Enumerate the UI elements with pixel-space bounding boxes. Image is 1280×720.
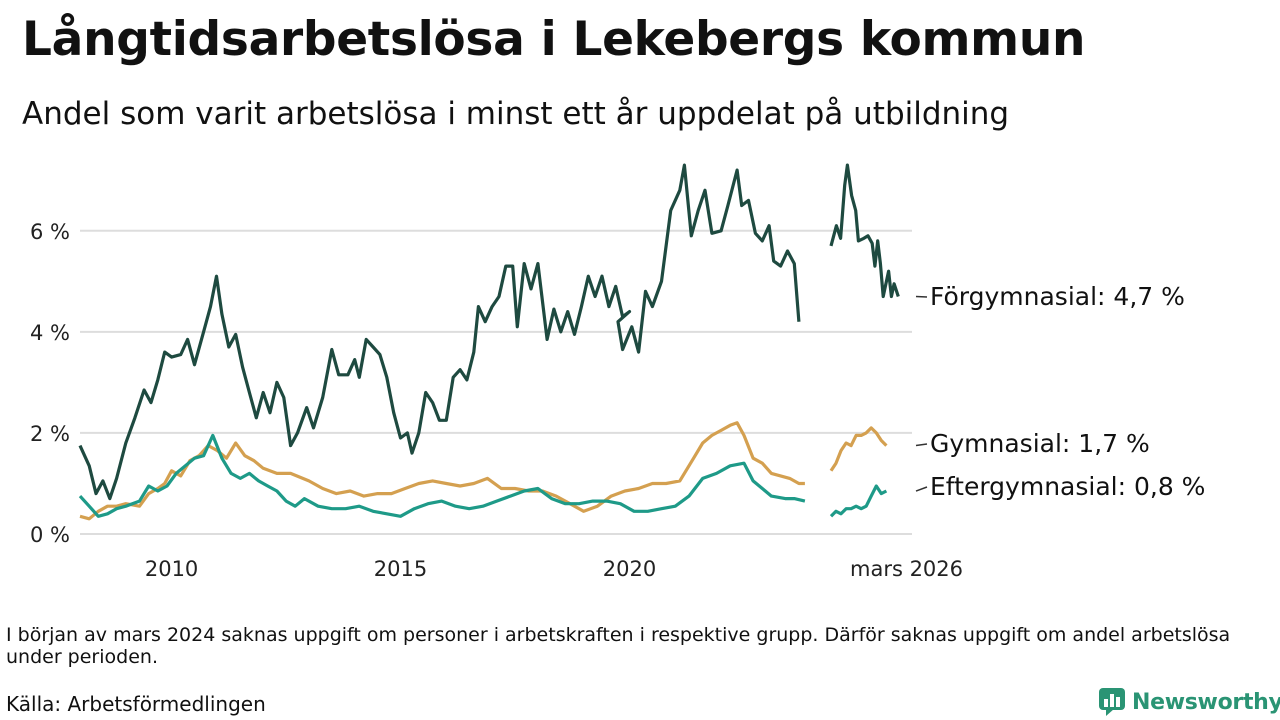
- source-text: Källa: Arbetsförmedlingen: [6, 692, 266, 716]
- bar-chart-icon: [1099, 688, 1125, 716]
- x-tick-label: 2015: [374, 557, 427, 581]
- x-tick-label: mars 2026: [850, 557, 963, 581]
- chart-subtitle: Andel som varit arbetslösa i minst ett å…: [22, 96, 1010, 132]
- series-lines: [78, 163, 900, 521]
- series-line-eftergymnasial-0: [78, 433, 806, 518]
- series-line-eftergymnasial-1: [829, 484, 888, 518]
- label-connector: [915, 443, 928, 447]
- y-tick-label: 0 %: [30, 523, 70, 547]
- line-chart: 0 % 2 % 4 % 6 % 2010 2015 2020 mars 2026 Förgy…: [30, 163, 1205, 581]
- series-line-förgymnasial-1: [829, 163, 900, 299]
- series-line-gymnasial-1: [829, 426, 888, 472]
- label-connector: [915, 295, 928, 298]
- series-line-förgymnasial-0: [78, 163, 801, 501]
- x-tick-label: 2020: [603, 557, 656, 581]
- series-end-label: Gymnasial: 1,7 %: [930, 429, 1150, 458]
- label-connector: [915, 486, 928, 492]
- y-tick-label: 2 %: [30, 422, 70, 446]
- footnote: I början av mars 2024 saknas uppgift om …: [6, 624, 1231, 668]
- chart-title: Långtidsarbetslösa i Lekebergs kommun: [22, 12, 1086, 67]
- brand-name: Newsworthy: [1132, 689, 1280, 715]
- y-tick-label: 6 %: [30, 220, 70, 244]
- x-axis-ticks: 2010 2015 2020 mars 2026: [145, 557, 963, 581]
- series-end-label: Eftergymnasial: 0,8 %: [930, 472, 1205, 501]
- x-tick-label: 2010: [145, 557, 198, 581]
- series-line-gymnasial-0: [79, 421, 805, 521]
- y-tick-label: 4 %: [30, 321, 70, 345]
- grid-lines: [80, 229, 912, 535]
- y-axis-ticks: 0 % 2 % 4 % 6 %: [30, 220, 70, 547]
- end-labels: Förgymnasial: 4,7 % Gymnasial: 1,7 % Efter…: [915, 282, 1205, 501]
- series-end-label: Förgymnasial: 4,7 %: [930, 282, 1185, 311]
- newsworthy-logo: Newsworthy: [1098, 686, 1280, 718]
